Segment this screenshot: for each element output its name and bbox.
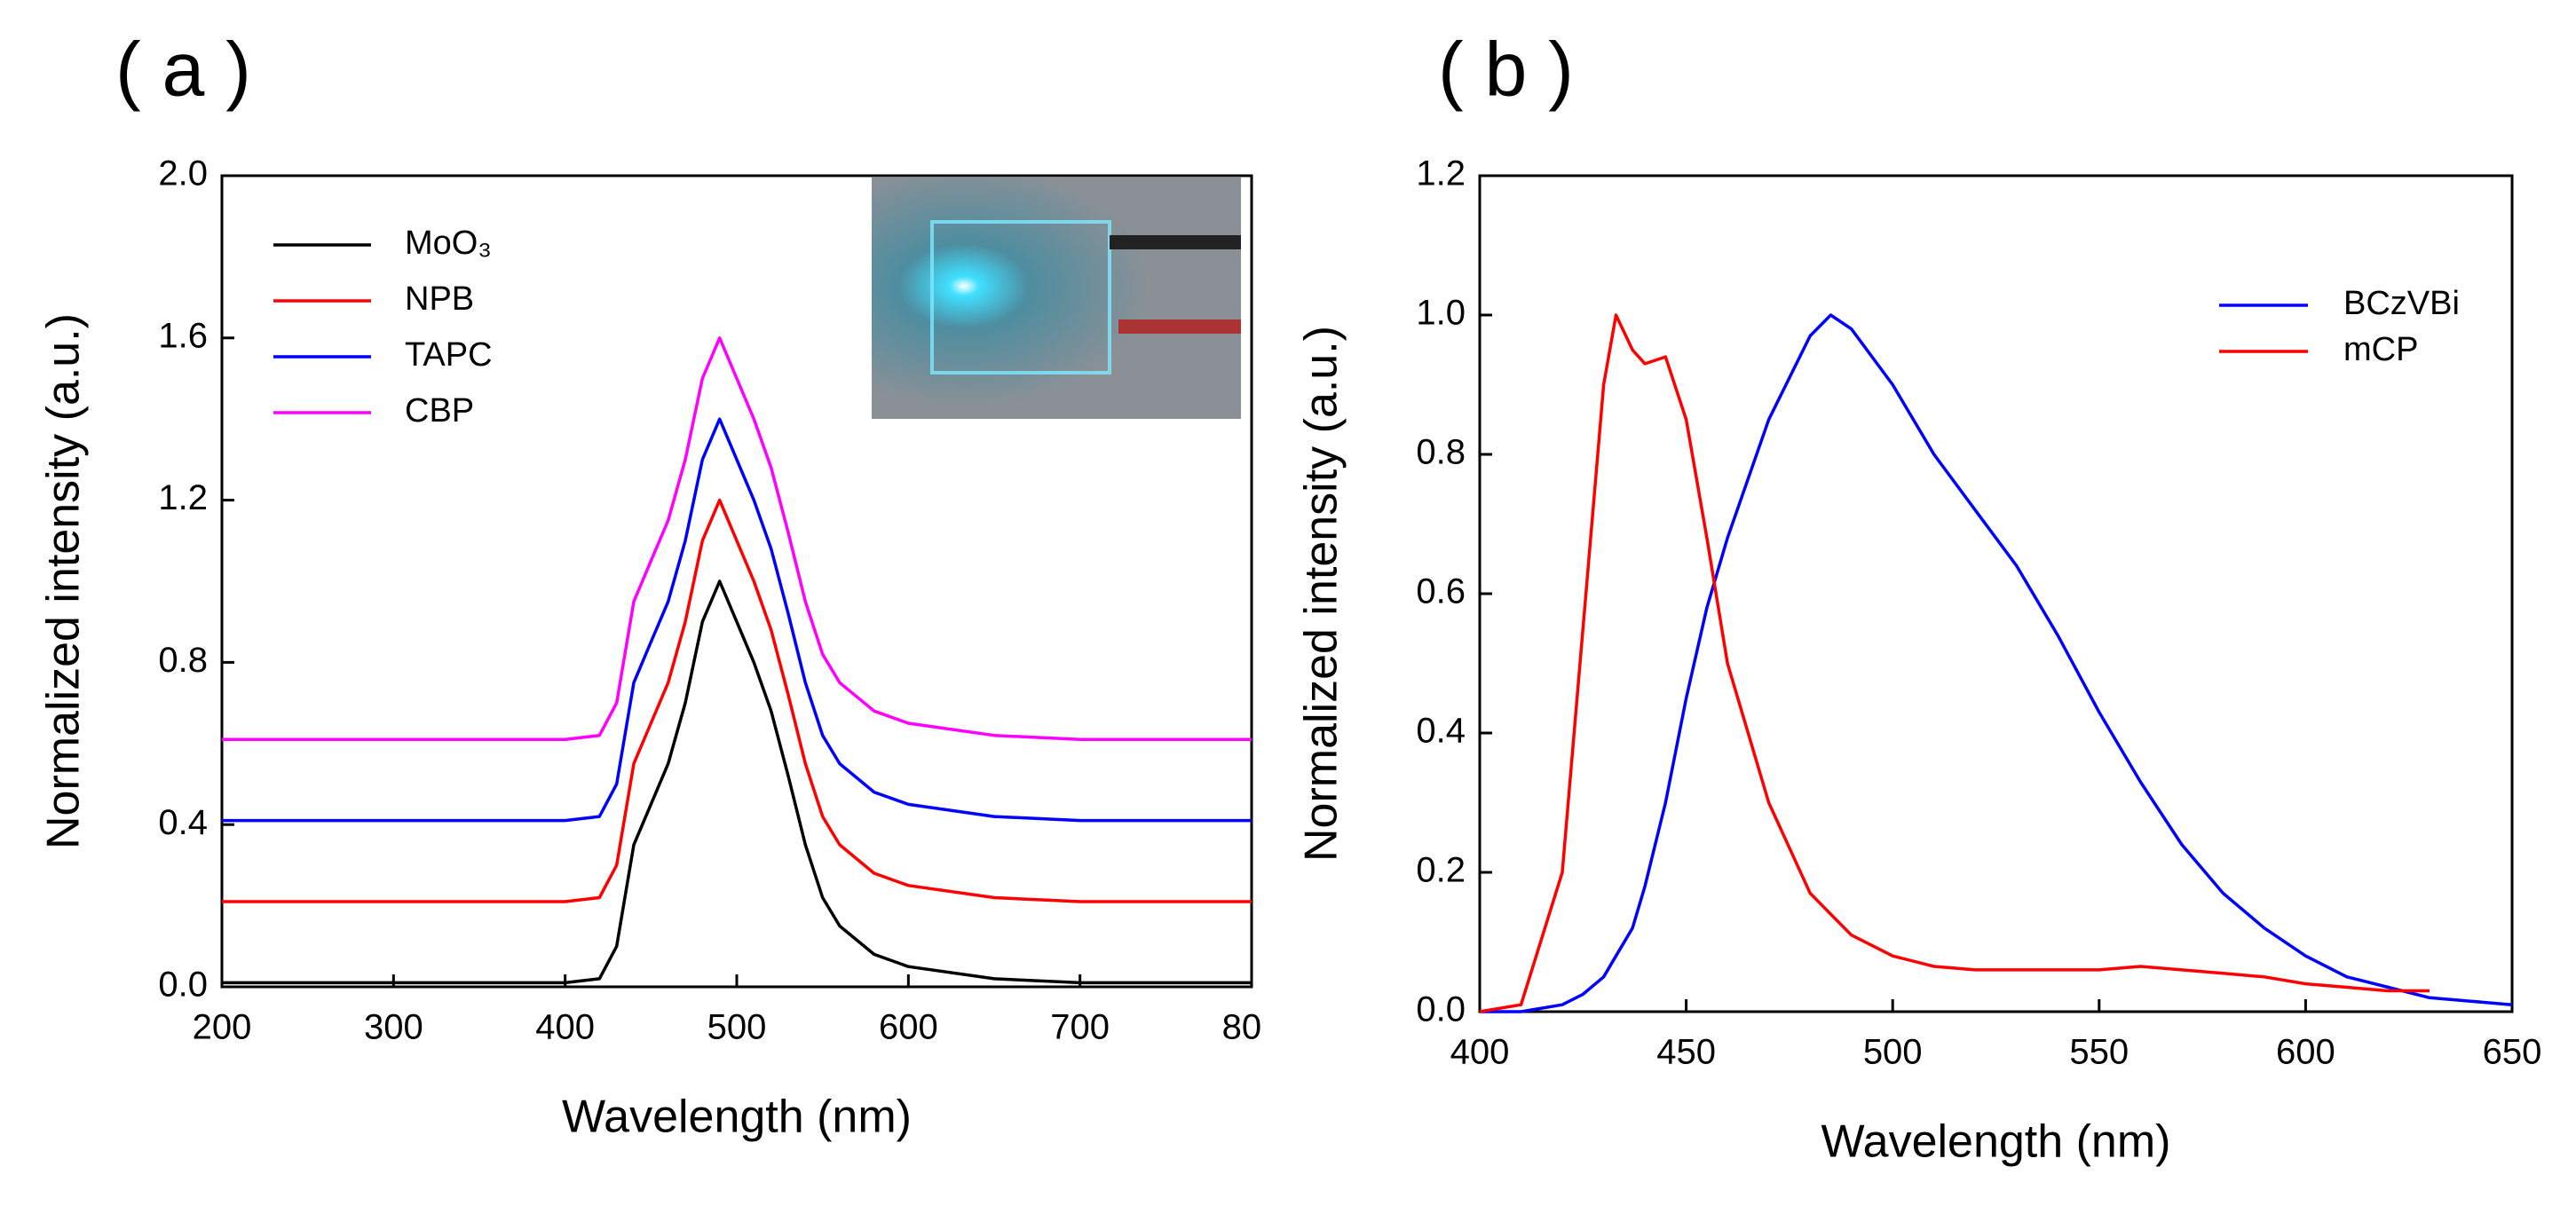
y-axis-title: Normalized intensity (a.u.) — [1296, 326, 1347, 862]
y-tick-label: 1.2 — [158, 478, 208, 517]
y-tick-label: 0.8 — [158, 641, 208, 680]
chart-panel: ( b ) 0.0 0.2 0.4 0.6 0.8 1.0 1.2 400 450 500 550 60… — [1296, 28, 2542, 1168]
x-axis-title: Wavelength (nm) — [1821, 1116, 2171, 1168]
legend-label: CBP — [405, 392, 474, 430]
series-line — [1479, 313, 2430, 1013]
series-line — [222, 579, 1252, 985]
series-line — [222, 498, 1252, 903]
inset-clip — [1110, 235, 1241, 249]
y-tick-label: 0.0 — [158, 966, 208, 1005]
y-tick-label: 0.8 — [1416, 433, 1466, 472]
x-tick-label: 600 — [879, 1008, 938, 1047]
x-tick-label: 550 — [2069, 1033, 2129, 1072]
y-axis-title: Normalized intensity (a.u.) — [38, 313, 90, 849]
y-tick-label: 2.0 — [158, 154, 208, 193]
y-tick-label: 0.0 — [1416, 990, 1466, 1029]
panel-label: ( b ) — [1438, 28, 1574, 113]
x-tick-label: 450 — [1656, 1033, 1716, 1072]
x-tick-label: 600 — [2276, 1033, 2335, 1072]
y-tick-label: 0.6 — [1416, 572, 1466, 611]
inset-clip — [1118, 319, 1241, 334]
legend-label: mCP — [2343, 331, 2418, 368]
y-tick-label: 1.0 — [1416, 294, 1466, 333]
x-tick-label: 800 — [1222, 1008, 1282, 1047]
series-line — [222, 336, 1252, 741]
y-tick-label: 1.6 — [158, 316, 208, 355]
y-tick-label: 0.2 — [1416, 851, 1466, 890]
x-axis-title: Wavelength (nm) — [562, 1092, 912, 1143]
x-tick-label: 400 — [535, 1008, 595, 1047]
legend-label: NPB — [405, 280, 474, 318]
x-tick-label: 700 — [1050, 1008, 1110, 1047]
x-tick-label: 400 — [1450, 1033, 1510, 1072]
inset-photo — [872, 177, 1241, 419]
x-tick-label: 200 — [193, 1008, 252, 1047]
x-tick-label: 500 — [1863, 1033, 1923, 1072]
panel-label: ( a ) — [115, 28, 251, 113]
chart-panel: ( a ) 0.0 0.4 0.8 1.2 1.6 2.0 200 300 400 500 600 70… — [38, 28, 1282, 1143]
x-tick-label: 650 — [2483, 1033, 2542, 1072]
legend-label: TAPC — [405, 336, 493, 374]
x-tick-label: 300 — [364, 1008, 423, 1047]
inset-device — [930, 220, 1111, 374]
y-tick-label: 0.4 — [158, 803, 208, 842]
y-tick-label: 0.4 — [1416, 712, 1466, 751]
series-line — [222, 417, 1252, 823]
series-line — [1480, 313, 2513, 1013]
y-tick-label: 1.2 — [1416, 154, 1466, 193]
legend-label: BCzVBi — [2343, 285, 2460, 322]
x-tick-label: 500 — [707, 1008, 767, 1047]
legend-label: MoO₃ — [405, 225, 492, 262]
